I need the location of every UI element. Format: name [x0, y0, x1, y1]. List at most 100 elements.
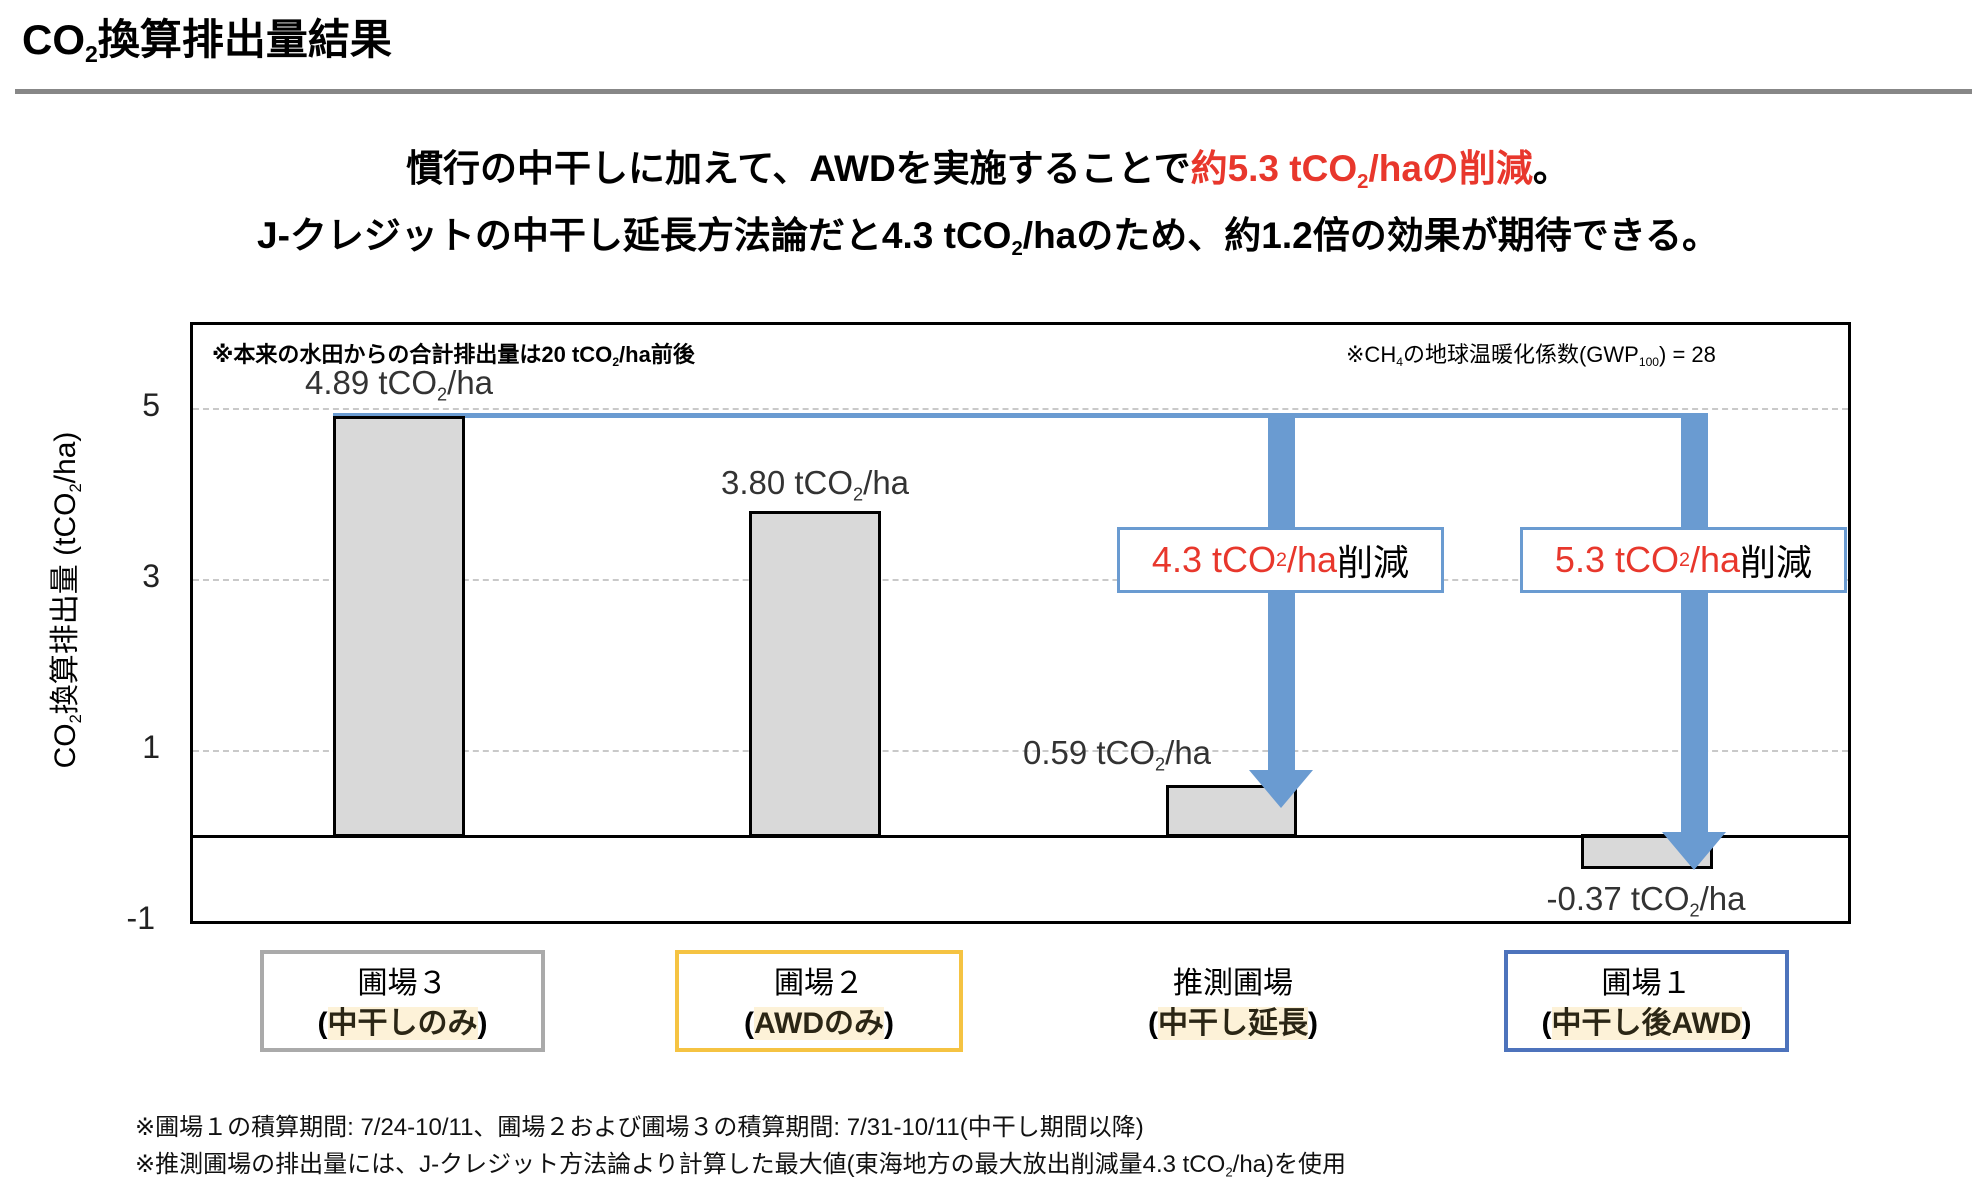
summary-line-1: 慣行の中干しに加えて、AWDを実施することで約5.3 tCO2/haの削減。 — [0, 138, 1976, 192]
chart-note-gwp: ※CH4の地球温暖化係数(GWP100) = 28 — [1346, 337, 1716, 369]
category-method: (中干しのみ) — [264, 1004, 541, 1044]
gridline-1 — [193, 750, 1848, 752]
page-title: CO2換算排出量結果 — [22, 6, 392, 67]
zero-baseline — [193, 835, 1848, 838]
reduction-value: 5.3 tCO — [1554, 539, 1679, 580]
note-text-3: ) = 28 — [1659, 342, 1716, 367]
category-method-highlight: 中干し後AWD — [1551, 1007, 1742, 1040]
y-tick-3: 3 — [142, 558, 160, 594]
summary-highlight-text: 約5.3 tCO — [1190, 148, 1358, 189]
paren-close: ) — [1741, 1007, 1752, 1040]
chart-plot-area — [190, 322, 1851, 924]
subscript: 2 — [1225, 1164, 1233, 1180]
value-text: 4.89 tCO — [304, 364, 438, 401]
category-field-1: 圃場１ (中干し後AWD) — [1504, 950, 1789, 1052]
paren-close: ) — [477, 1007, 488, 1040]
value-unit: /ha — [447, 364, 494, 401]
subscript: 2 — [853, 484, 864, 505]
bar-value-label-field-3: 4.89 tCO2/ha — [304, 364, 494, 405]
axis-text-3: /ha) — [49, 431, 82, 484]
category-method: (中干し延長) — [1094, 1004, 1372, 1044]
paren-close: ) — [884, 1007, 894, 1040]
value-text: 0.59 tCO — [1022, 734, 1156, 771]
value-text: -0.37 tCO — [1546, 880, 1690, 917]
title-divider — [15, 89, 1972, 94]
y-axis-label: CO2換算排出量 (tCO2/ha) — [40, 431, 85, 769]
summary-highlight-text-2: /haの削減 — [1368, 148, 1533, 189]
reduction-connector-line — [333, 413, 1708, 418]
subscript: 2 — [612, 355, 620, 370]
note-text: ※CH — [1346, 342, 1397, 367]
category-estimated-field: 推測圃場 (中干し延長) — [1090, 950, 1376, 1052]
subscript: 2 — [1689, 900, 1700, 921]
footnote-text-2: /ha)を使用 — [1232, 1151, 1347, 1178]
bar-field-2 — [749, 511, 881, 837]
bar-value-label-estimated: 0.59 tCO2/ha — [1022, 734, 1212, 775]
title-subscript: 2 — [85, 41, 98, 68]
category-method-highlight: 中干し延長 — [1158, 1007, 1308, 1040]
gridline-3 — [193, 579, 1848, 581]
note-text: ※本来の水田からの合計排出量は20 tCO — [212, 342, 613, 367]
summary-highlight: 約5.3 tCO2/haの削減 — [1190, 148, 1533, 192]
subscript: 2 — [66, 714, 85, 724]
y-tick-5: 5 — [142, 387, 160, 423]
arrow-down-icon — [1249, 770, 1313, 808]
axis-text: CO — [49, 723, 82, 769]
paren-close: ) — [1308, 1007, 1318, 1040]
paren-open: ( — [1148, 1007, 1158, 1040]
category-name: 推測圃場 — [1173, 967, 1293, 1000]
subscript: 2 — [1357, 171, 1369, 194]
paren-open: ( — [744, 1007, 754, 1040]
reduction-unit: /ha — [1690, 539, 1741, 580]
category-method: (AWDのみ) — [679, 1004, 959, 1044]
bar-value-label-field-2: 3.80 tCO2/ha — [720, 464, 910, 505]
category-field-2: 圃場２ (AWDのみ) — [675, 950, 963, 1052]
bar-field-3 — [333, 416, 465, 837]
footnote-text: ※推測圃場の排出量には、J-クレジット方法論より計算した最大値(東海地方の最大放… — [135, 1151, 1226, 1178]
subscript: 100 — [1638, 355, 1660, 370]
value-unit: /ha — [863, 464, 910, 501]
y-tick-minus-1: -1 — [126, 900, 155, 936]
subscript: 2 — [437, 384, 448, 405]
axis-text-2: 換算排出量 (tCO — [49, 492, 82, 715]
reduction-value: 4.3 tCO — [1151, 539, 1276, 580]
arrow-1-shaft — [1268, 416, 1295, 774]
subscript: 4 — [1396, 355, 1403, 370]
footnote-integration-period: ※圃場１の積算期間: 7/24-10/11、圃場２および圃場３の積算期間: 7/… — [135, 1114, 1144, 1141]
chart-note-total-emission: ※本来の水田からの合計排出量は20 tCO2/ha前後 — [212, 337, 695, 369]
category-name: 圃場２ — [774, 967, 864, 1000]
value-text: 3.80 tCO — [720, 464, 854, 501]
arrow-down-icon — [1662, 832, 1726, 870]
paren-open: ( — [317, 1007, 328, 1040]
value-unit: /ha — [1699, 880, 1746, 917]
gridline-5 — [193, 408, 1848, 410]
value-unit: /ha — [1165, 734, 1212, 771]
subscript: 2 — [1011, 238, 1023, 261]
reduction-label-5-3: 5.3 tCO 2/ha 削減 — [1520, 527, 1847, 593]
category-name: 圃場１ — [1601, 967, 1692, 1000]
category-method: (中干し後AWD) — [1508, 1004, 1785, 1044]
bar-estimated-field — [1166, 785, 1297, 837]
note-text-2: /ha前後 — [619, 342, 695, 367]
reduction-word: 削減 — [1740, 542, 1813, 583]
category-field-3: 圃場３ (中干しのみ) — [260, 950, 545, 1052]
paren-open: ( — [1541, 1007, 1552, 1040]
category-name: 圃場３ — [357, 967, 448, 1000]
subscript: 2 — [1155, 754, 1166, 775]
bar-value-label-field-1: -0.37 tCO2/ha — [1546, 880, 1746, 921]
title-text-suffix: 換算排出量結果 — [97, 16, 392, 63]
arrow-2-shaft — [1681, 416, 1708, 836]
title-text: CO — [22, 16, 85, 63]
subscript: 2 — [66, 483, 85, 493]
summary-text: J-クレジットの中干し延長方法論だと4.3 tCO — [257, 215, 1012, 256]
category-method-highlight: AWDのみ — [754, 1007, 884, 1040]
summary-text: 慣行の中干しに加えて、AWDを実施することで — [406, 148, 1191, 189]
reduction-word: 削減 — [1337, 542, 1410, 583]
summary-line-2: J-クレジットの中干し延長方法論だと4.3 tCO2/haのため、約1.2倍の効… — [0, 205, 1976, 259]
summary-text-2: /haのため、約1.2倍の効果が期待できる。 — [1022, 215, 1719, 256]
summary-period: 。 — [1532, 148, 1570, 189]
y-tick-1: 1 — [142, 729, 160, 765]
footnote-estimated-field: ※推測圃場の排出量には、J-クレジット方法論より計算した最大値(東海地方の最大放… — [135, 1144, 1346, 1179]
reduction-unit: /ha — [1287, 539, 1338, 580]
reduction-label-4-3: 4.3 tCO 2/ha 削減 — [1117, 527, 1444, 593]
